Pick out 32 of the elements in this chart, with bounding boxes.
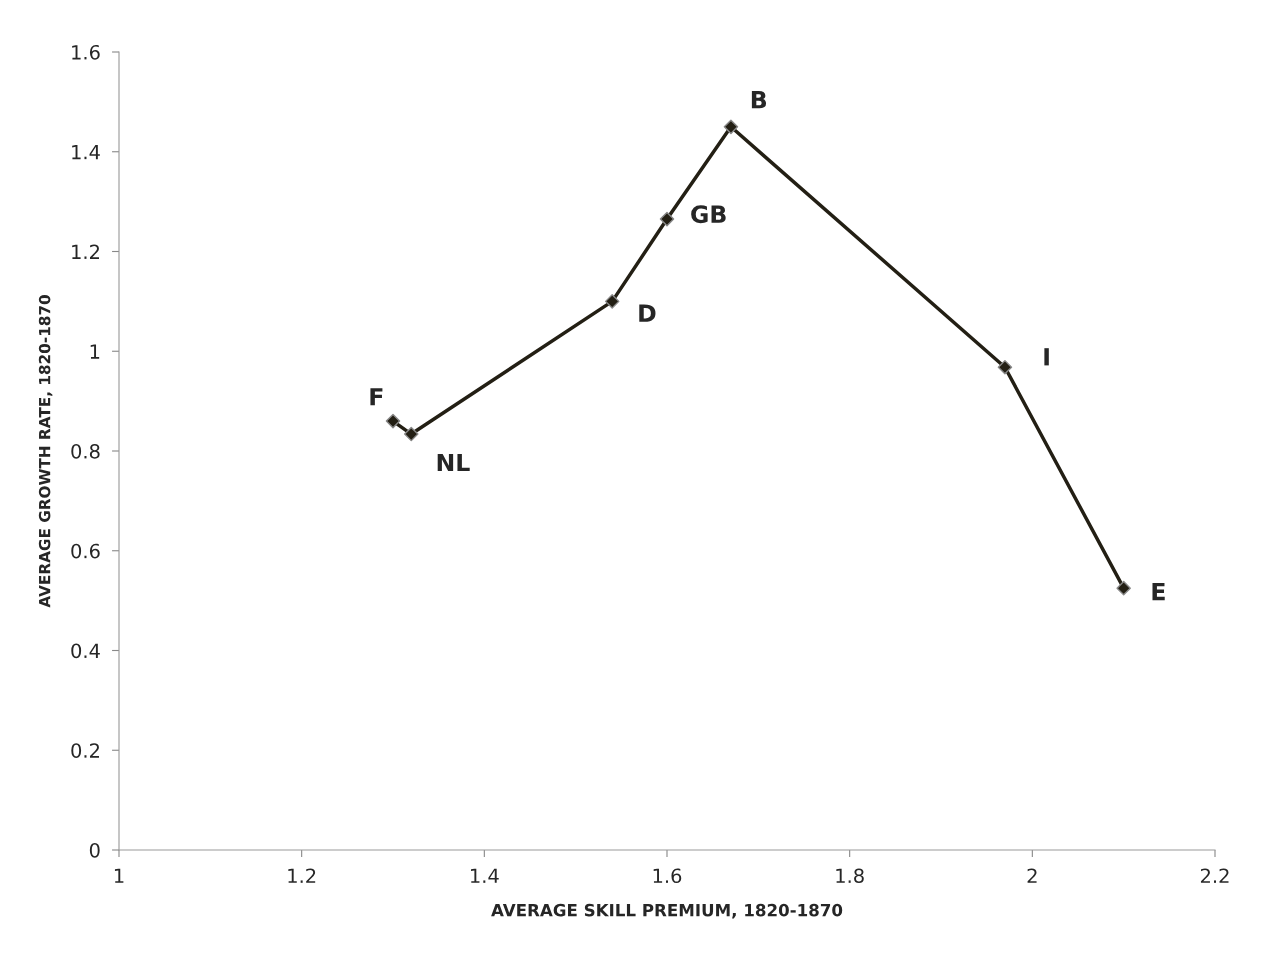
x-tick-label: 1.2: [288, 868, 316, 883]
point: [403, 426, 419, 442]
y-axis-title: AVERAGE GROWTH RATE, 1820-1870: [38, 295, 53, 608]
point: [723, 119, 739, 135]
y-tick-label: 0.2: [71, 743, 99, 758]
y-tick-label: 0.8: [71, 443, 100, 459]
point: [385, 413, 401, 429]
x-tick-label: 1.6: [653, 868, 682, 884]
y-tick-label: 1.2: [72, 244, 99, 259]
annotation: B: [751, 91, 767, 109]
x-tick-label: 1: [114, 868, 124, 883]
y-tick-label: 1: [90, 344, 100, 359]
annotation: I: [1044, 348, 1049, 366]
annotation: E: [1152, 583, 1165, 601]
y-tick-label: 1.4: [72, 144, 100, 160]
y-tick-label: 0: [89, 842, 100, 858]
x-tick-label: 2: [1027, 868, 1037, 883]
point: [997, 359, 1013, 375]
annotation: D: [639, 304, 656, 322]
annotation: NL: [437, 453, 470, 472]
x-tick-label: 2.2: [1200, 868, 1229, 883]
annotation: GB: [691, 205, 726, 224]
x-tick-label: 1.4: [471, 868, 499, 883]
x-tick-label: 1.8: [836, 868, 864, 884]
y-tick-label: 0.6: [71, 543, 100, 559]
point: [1116, 580, 1131, 596]
x-axis-title: AVERAGE SKILL PREMIUM, 1820-1870: [491, 903, 843, 919]
annotation: F: [370, 388, 383, 406]
y-tick-label: 0.4: [71, 643, 100, 659]
y-tick-label: 1.6: [72, 44, 100, 60]
point: [659, 211, 675, 227]
point: [604, 294, 620, 309]
